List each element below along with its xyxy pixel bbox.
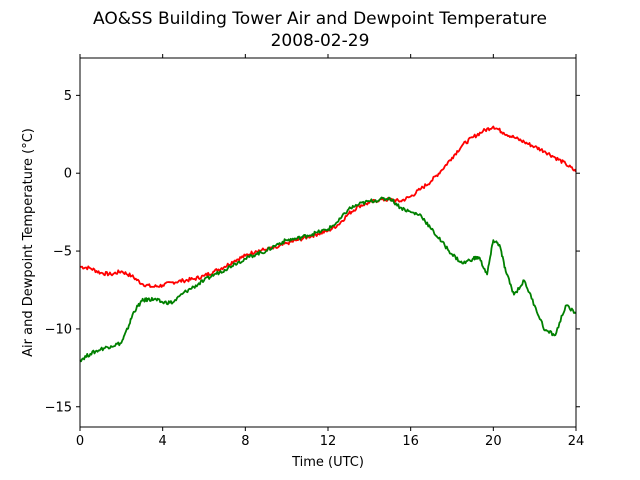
y-tick-label--15: −15	[45, 400, 72, 415]
y-tick-label-0: 0	[64, 167, 72, 182]
x-tick-label-16: 16	[402, 434, 419, 449]
y-tick-label-5: 5	[64, 89, 72, 104]
chart-subtitle: 2008-02-29	[271, 31, 370, 51]
y-axis-label: Air and Dewpoint Temperature (°C)	[21, 128, 36, 357]
x-tick-label-24: 24	[568, 434, 585, 449]
series-line-1	[79, 125, 577, 288]
chart-title: AO&SS Building Tower Air and Dewpoint Te…	[93, 9, 547, 29]
plot-frame	[79, 57, 577, 428]
series-line-2	[79, 196, 577, 363]
y-tick-label--10: −10	[45, 322, 72, 337]
x-tick-label-20: 20	[485, 434, 502, 449]
y-axis: −15 −10 −5 0 5	[45, 89, 580, 415]
x-axis: 0 4 8 12 16 20 24	[76, 54, 584, 449]
x-tick-label-12: 12	[320, 434, 337, 449]
y-tick-label--5: −5	[53, 245, 72, 260]
plot-lines	[79, 125, 577, 363]
x-tick-label-0: 0	[76, 434, 84, 449]
x-axis-label: Time (UTC)	[291, 455, 364, 470]
x-tick-label-8: 8	[241, 434, 249, 449]
x-tick-label-4: 4	[159, 434, 167, 449]
